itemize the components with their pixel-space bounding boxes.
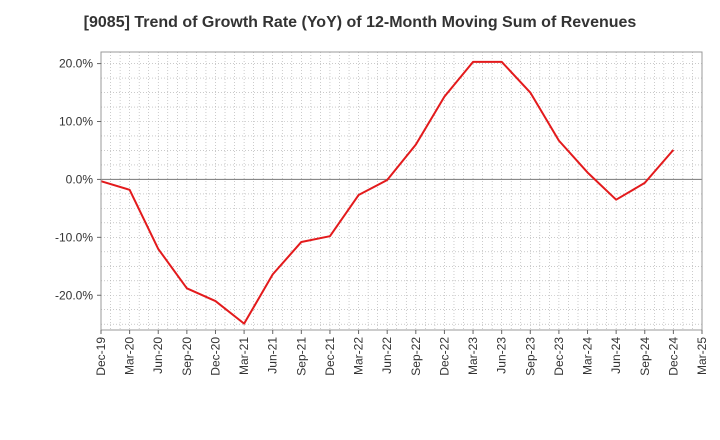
grid-layer (101, 52, 702, 330)
plot-area (101, 52, 702, 330)
x-tick-label: Dec-24 (666, 337, 680, 376)
x-tick-label: Jun-20 (151, 337, 165, 374)
x-tick-label: Dec-20 (208, 337, 222, 376)
series-layer (100, 60, 675, 325)
x-tick-label: Dec-22 (437, 337, 451, 376)
y-tick-labels: 20.0% 10.0% 0.0% -10.0% -20.0% (55, 57, 101, 302)
x-tick-label: Jun-24 (609, 337, 623, 374)
y-tick-label: -10.0% (55, 230, 93, 244)
x-tick-label: Dec-23 (552, 337, 566, 376)
plot-frame (100, 51, 703, 331)
x-tick-label: Mar-20 (123, 337, 137, 375)
x-tick-label: Mar-25 (695, 337, 709, 375)
y-tick-label: 0.0% (66, 172, 94, 186)
series-line (100, 60, 675, 325)
x-tick-label: Mar-24 (581, 337, 595, 375)
x-tick-label: Jun-23 (495, 337, 509, 374)
x-tick-label: Sep-20 (180, 337, 194, 376)
y-tick-label: -20.0% (55, 288, 93, 302)
y-tick-label: 10.0% (59, 115, 93, 129)
x-tick-label: Mar-22 (352, 337, 366, 375)
x-tick-label: Mar-21 (237, 337, 251, 375)
y-tick-label: 20.0% (59, 57, 93, 71)
x-tick-label: Dec-21 (323, 337, 337, 376)
x-tick-labels: Dec-19 Mar-20 Jun-20 Sep-20 Dec-20 Mar-21 Jun-… (94, 330, 709, 376)
x-tick-label: Jun-22 (380, 337, 394, 374)
x-tick-label: Sep-23 (523, 337, 537, 376)
x-tick-label: Sep-24 (638, 337, 652, 376)
x-tick-label: Jun-21 (266, 337, 280, 374)
x-tick-label: Dec-19 (94, 337, 108, 376)
x-tick-label: Sep-21 (294, 337, 308, 376)
chart-title: [9085] Trend of Growth Rate (YoY) of 12-… (83, 14, 637, 31)
x-tick-label: Mar-23 (466, 337, 480, 375)
x-tick-label: Sep-22 (409, 337, 423, 376)
